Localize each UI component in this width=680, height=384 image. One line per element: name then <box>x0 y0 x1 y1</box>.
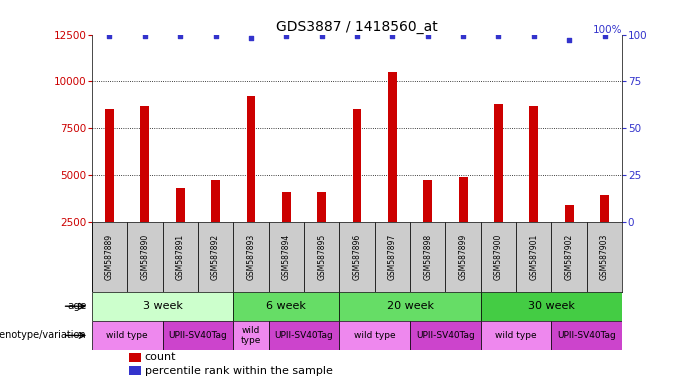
Bar <box>388 72 397 222</box>
Point <box>528 33 539 40</box>
Bar <box>516 222 551 291</box>
Text: wild type: wild type <box>106 331 148 340</box>
Bar <box>375 222 410 291</box>
Point <box>564 37 575 43</box>
Text: GSM587903: GSM587903 <box>600 233 609 280</box>
Point <box>139 33 150 40</box>
Point <box>281 33 292 40</box>
Bar <box>127 222 163 291</box>
Title: GDS3887 / 1418560_at: GDS3887 / 1418560_at <box>276 20 438 33</box>
Bar <box>481 291 622 321</box>
Point <box>175 33 186 40</box>
Bar <box>494 104 503 222</box>
Bar <box>92 321 163 350</box>
Point <box>387 33 398 40</box>
Text: GSM587889: GSM587889 <box>105 233 114 280</box>
Text: GSM587899: GSM587899 <box>458 233 468 280</box>
Bar <box>551 222 587 291</box>
Point <box>352 33 362 40</box>
Point <box>210 33 221 40</box>
Bar <box>317 192 326 222</box>
Bar <box>163 321 233 350</box>
Point <box>316 33 327 40</box>
Bar <box>176 188 185 222</box>
Text: count: count <box>145 353 176 362</box>
Point <box>493 33 504 40</box>
Bar <box>105 109 114 222</box>
Text: percentile rank within the sample: percentile rank within the sample <box>145 366 333 376</box>
Point <box>245 35 256 41</box>
Point <box>422 33 433 40</box>
Bar <box>339 222 375 291</box>
Text: 100%: 100% <box>593 25 622 35</box>
Bar <box>481 321 551 350</box>
Text: 20 week: 20 week <box>386 301 434 311</box>
Bar <box>339 321 410 350</box>
Text: GSM587901: GSM587901 <box>529 233 539 280</box>
Bar <box>233 291 339 321</box>
Point <box>458 33 469 40</box>
Bar <box>410 321 481 350</box>
Bar <box>198 222 233 291</box>
Text: 3 week: 3 week <box>143 301 182 311</box>
Text: GSM587900: GSM587900 <box>494 233 503 280</box>
Bar <box>211 180 220 222</box>
Text: UPII-SV40Tag: UPII-SV40Tag <box>275 331 333 340</box>
Text: GSM587898: GSM587898 <box>423 233 432 280</box>
Text: UPII-SV40Tag: UPII-SV40Tag <box>416 331 475 340</box>
Bar <box>304 222 339 291</box>
Bar <box>459 177 468 222</box>
Bar <box>530 106 539 222</box>
Text: 30 week: 30 week <box>528 301 575 311</box>
Bar <box>339 291 481 321</box>
Bar <box>141 106 150 222</box>
Bar <box>92 291 233 321</box>
Text: wild type: wild type <box>354 331 396 340</box>
Bar <box>353 109 362 222</box>
Text: age: age <box>67 301 86 311</box>
Text: GSM587891: GSM587891 <box>175 233 185 280</box>
Bar <box>269 321 339 350</box>
Bar <box>600 195 609 222</box>
Text: UPII-SV40Tag: UPII-SV40Tag <box>169 331 227 340</box>
Bar <box>481 222 516 291</box>
Bar <box>423 180 432 222</box>
Bar <box>247 96 256 222</box>
Text: GSM587890: GSM587890 <box>140 233 150 280</box>
Text: GSM587895: GSM587895 <box>317 233 326 280</box>
Bar <box>282 192 291 222</box>
Bar <box>92 222 127 291</box>
Text: wild
type: wild type <box>241 326 261 345</box>
Point <box>599 33 610 40</box>
Text: UPII-SV40Tag: UPII-SV40Tag <box>558 331 616 340</box>
Bar <box>269 222 304 291</box>
Bar <box>233 222 269 291</box>
Text: GSM587897: GSM587897 <box>388 233 397 280</box>
Bar <box>129 366 141 375</box>
Point <box>104 33 115 40</box>
Text: GSM587896: GSM587896 <box>352 233 362 280</box>
Text: GSM587902: GSM587902 <box>564 233 574 280</box>
Bar <box>565 205 574 222</box>
Text: wild type: wild type <box>495 331 537 340</box>
Text: 6 week: 6 week <box>267 301 306 311</box>
Bar <box>551 321 622 350</box>
Text: genotype/variation: genotype/variation <box>0 330 86 341</box>
Bar <box>410 222 445 291</box>
Text: GSM587893: GSM587893 <box>246 233 256 280</box>
Bar <box>445 222 481 291</box>
Bar <box>587 222 622 291</box>
Text: GSM587892: GSM587892 <box>211 233 220 280</box>
Text: GSM587894: GSM587894 <box>282 233 291 280</box>
Bar <box>233 321 269 350</box>
Bar <box>163 222 198 291</box>
Bar <box>129 353 141 362</box>
